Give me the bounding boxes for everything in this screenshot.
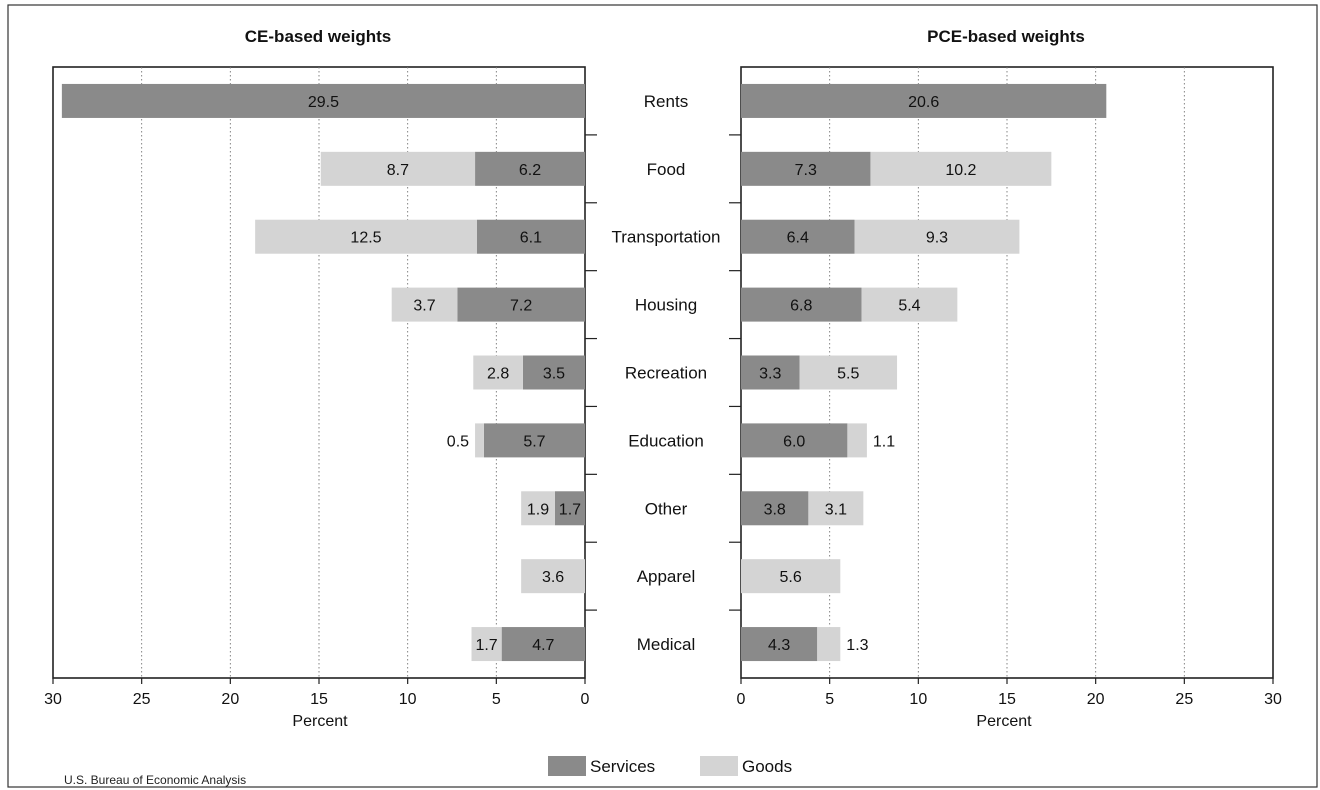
left-label-services-rents: 29.5 — [308, 94, 339, 111]
left-panel-title: CE-based weights — [245, 27, 391, 46]
left-bar-goods-food — [320, 151, 476, 186]
left-bar-goods-transportation — [255, 219, 477, 254]
left-bar-services-education — [483, 423, 585, 458]
left-bar-goods-recreation — [473, 355, 523, 390]
left-label-goods-food: 8.7 — [387, 162, 409, 179]
right-bar-services-rents — [741, 83, 1107, 118]
right-label-goods-medical: 1.3 — [846, 637, 868, 654]
right-label-services-transportation: 6.4 — [787, 230, 809, 247]
legend: Services Goods — [548, 756, 792, 776]
right-bar-goods-food — [870, 151, 1052, 186]
right-bar-services-food — [741, 151, 871, 186]
left-label-goods-housing: 3.7 — [413, 298, 435, 315]
left-bar-goods-apparel — [521, 559, 585, 594]
left-x-tick-label-5: 5 — [492, 691, 501, 708]
left-x-tick-label-20: 20 — [221, 691, 239, 708]
right-label-services-rents: 20.6 — [908, 94, 939, 111]
right-x-tick-label-25: 25 — [1175, 691, 1193, 708]
category-label-recreation: Recreation — [625, 364, 707, 383]
right-bar-goods-housing — [861, 287, 958, 322]
right-label-goods-housing: 5.4 — [898, 298, 920, 315]
left-bar-services-recreation — [522, 355, 585, 390]
source-note: U.S. Bureau of Economic Analysis — [64, 773, 246, 787]
right-bar-goods-apparel — [741, 559, 841, 594]
category-label-other: Other — [645, 499, 688, 518]
right-bar-goods-education — [847, 423, 867, 458]
legend-label-services: Services — [590, 757, 655, 776]
left-label-goods-transportation: 12.5 — [350, 230, 381, 247]
category-label-housing: Housing — [635, 296, 697, 315]
left-label-services-housing: 7.2 — [510, 298, 532, 315]
legend-label-goods: Goods — [742, 757, 792, 776]
left-label-services-food: 6.2 — [519, 162, 541, 179]
category-label-transportation: Transportation — [612, 228, 721, 247]
left-label-services-medical: 4.7 — [532, 637, 554, 654]
left-label-goods-medical: 1.7 — [475, 637, 497, 654]
right-label-goods-transportation: 9.3 — [926, 230, 948, 247]
right-label-goods-recreation: 5.5 — [837, 366, 859, 383]
category-label-medical: Medical — [637, 635, 696, 654]
legend-swatch-goods — [700, 756, 738, 776]
left-bar-services-other — [554, 491, 585, 526]
right-label-services-education: 6.0 — [783, 433, 805, 450]
plot-layer: 30 25 20 15 10 5 0 29.5 6.2 8.7 6.1 12.5 7.2 3.7 3.5 2.… — [44, 66, 1282, 708]
right-bar-services-other — [741, 491, 809, 526]
right-label-services-recreation: 3.3 — [759, 366, 781, 383]
left-bar-goods-housing — [391, 287, 458, 322]
right-bar-services-education — [741, 423, 848, 458]
left-x-tick-label-10: 10 — [399, 691, 417, 708]
right-x-tick-label-0: 0 — [737, 691, 746, 708]
left-x-tick-label-0: 0 — [581, 691, 590, 708]
right-x-tick-label-20: 20 — [1087, 691, 1105, 708]
left-bar-goods-medical — [471, 627, 502, 662]
right-label-services-food: 7.3 — [795, 162, 817, 179]
right-x-tick-label-5: 5 — [825, 691, 834, 708]
legend-swatch-services — [548, 756, 586, 776]
right-x-tick-label-30: 30 — [1264, 691, 1282, 708]
right-label-services-medical: 4.3 — [768, 637, 790, 654]
right-bar-services-medical — [741, 627, 818, 662]
category-label-apparel: Apparel — [637, 567, 696, 586]
left-bar-services-rents — [61, 83, 586, 118]
right-bar-services-housing — [741, 287, 862, 322]
right-x-tick-label-15: 15 — [998, 691, 1016, 708]
right-bar-goods-recreation — [799, 355, 898, 390]
left-bar-goods-education — [475, 423, 484, 458]
left-x-axis-label: Percent — [292, 713, 348, 730]
right-label-goods-food: 10.2 — [945, 162, 976, 179]
right-label-services-housing: 6.8 — [790, 298, 812, 315]
category-label-food: Food — [647, 160, 686, 179]
left-label-goods-education: 0.5 — [447, 433, 469, 450]
right-bar-goods-medical — [817, 627, 841, 662]
left-bar-goods-other — [521, 491, 555, 526]
left-label-services-recreation: 3.5 — [543, 366, 565, 383]
right-bar-goods-transportation — [854, 219, 1020, 254]
right-label-goods-other: 3.1 — [825, 501, 847, 518]
left-bar-services-transportation — [476, 219, 585, 254]
left-label-goods-recreation: 2.8 — [487, 366, 509, 383]
left-x-tick-label-15: 15 — [310, 691, 328, 708]
right-bar-services-recreation — [741, 355, 800, 390]
right-x-axis-label: Percent — [976, 713, 1032, 730]
right-bar-services-transportation — [741, 219, 855, 254]
left-bar-services-medical — [501, 627, 585, 662]
right-label-goods-apparel: 5.6 — [780, 569, 802, 586]
category-label-education: Education — [628, 431, 704, 450]
left-bar-services-food — [475, 151, 585, 186]
right-panel-title: PCE-based weights — [927, 27, 1085, 46]
left-label-services-other: 1.7 — [559, 501, 581, 518]
left-label-goods-other: 1.9 — [527, 501, 549, 518]
right-label-goods-education: 1.1 — [873, 433, 895, 450]
left-bar-services-housing — [457, 287, 585, 322]
left-label-services-transportation: 6.1 — [520, 230, 542, 247]
right-x-tick-label-10: 10 — [909, 691, 927, 708]
right-label-services-other: 3.8 — [764, 501, 786, 518]
category-label-rents: Rents — [644, 92, 688, 111]
left-label-goods-apparel: 3.6 — [542, 569, 564, 586]
left-label-services-education: 5.7 — [523, 433, 545, 450]
right-bar-goods-other — [808, 491, 864, 526]
left-x-tick-label-25: 25 — [133, 691, 151, 708]
left-x-tick-label-30: 30 — [44, 691, 62, 708]
